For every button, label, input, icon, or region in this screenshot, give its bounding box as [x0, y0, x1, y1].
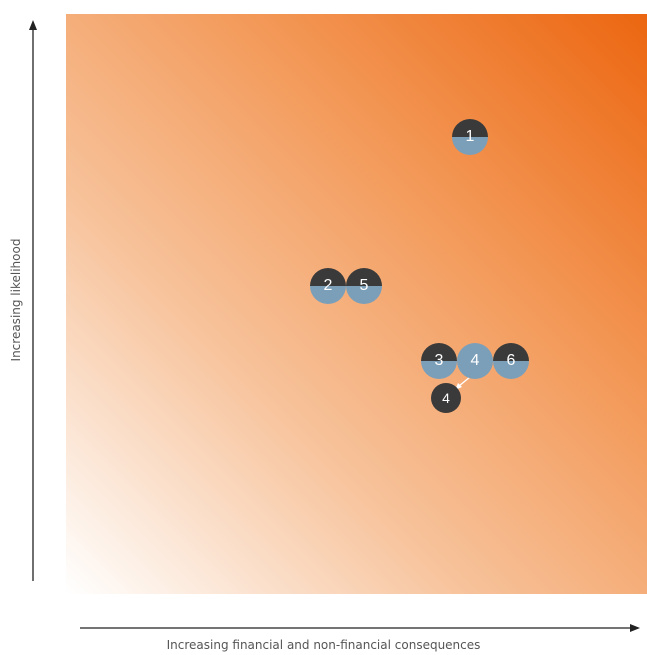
risk-marker-4-previous[interactable]: 4 [431, 383, 461, 413]
y-axis-label: Increasing likelihood [9, 238, 23, 362]
movement-arrow-line [458, 376, 471, 387]
risk-marker-label: 5 [359, 277, 369, 294]
risk-marker-6[interactable]: 6 [493, 343, 529, 379]
risk-marker-5[interactable]: 5 [346, 268, 382, 304]
risk-marker-3[interactable]: 3 [421, 343, 457, 379]
risk-marker-label: 3 [434, 352, 444, 369]
risk-marker-1[interactable]: 1 [452, 119, 488, 155]
y-axis-arrowhead [29, 20, 37, 30]
risk-marker-label: 4 [470, 352, 480, 369]
x-axis-arrowhead [630, 624, 640, 632]
risk-marker-label: 1 [465, 128, 475, 145]
risk-marker-4-current[interactable]: 4 [457, 343, 493, 379]
risk-heatmap [66, 14, 647, 594]
risk-marker-label: 6 [506, 352, 516, 369]
x-axis-label: Increasing financial and non-financial c… [166, 638, 481, 652]
risk-marker-label: 2 [323, 277, 333, 294]
risk-marker-label: 4 [442, 390, 450, 406]
risk-marker-2[interactable]: 2 [310, 268, 346, 304]
